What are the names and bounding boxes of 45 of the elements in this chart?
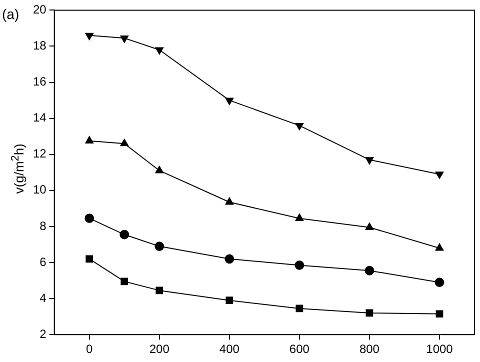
point [295, 122, 304, 130]
x-tick-label: 400 [219, 342, 240, 356]
y-tick-label: 16 [32, 74, 47, 89]
x-tick-label: 600 [289, 342, 310, 356]
x-tick-label: 800 [359, 342, 380, 356]
point [364, 266, 374, 276]
point [435, 243, 444, 251]
point [365, 222, 374, 230]
y-tick-label: 20 [32, 2, 47, 17]
y-tick-label: 2 [40, 326, 47, 341]
y-tick-label: 14 [32, 110, 47, 125]
point [434, 278, 444, 288]
point [295, 214, 304, 221]
point [435, 172, 444, 179]
x-tick-label: 0 [86, 342, 94, 356]
point [365, 157, 374, 164]
point [224, 254, 234, 264]
point [226, 296, 234, 304]
point [225, 98, 234, 106]
y-tick-label: 6 [40, 254, 47, 269]
point [296, 304, 304, 312]
point [294, 260, 304, 270]
x-tick-label: 200 [149, 342, 170, 356]
point [154, 242, 164, 251]
y-tick-label: 4 [40, 290, 47, 305]
y-tick-label: 8 [40, 218, 47, 233]
point [84, 214, 94, 224]
y-tick-label: 18 [32, 38, 47, 53]
point [85, 32, 94, 40]
point [120, 36, 129, 43]
point [120, 278, 128, 286]
point [366, 309, 374, 317]
point [225, 197, 234, 205]
point [155, 166, 164, 174]
point [155, 47, 164, 55]
x-tick-label: 1000 [426, 342, 454, 356]
point [436, 310, 444, 318]
text: (a) [2, 6, 20, 22]
point [120, 138, 129, 146]
point [86, 255, 94, 263]
point [120, 230, 130, 240]
y-tick-label: 12 [32, 146, 47, 161]
y-tick-label: 10 [32, 182, 47, 197]
point [85, 136, 94, 144]
point [156, 286, 164, 294]
